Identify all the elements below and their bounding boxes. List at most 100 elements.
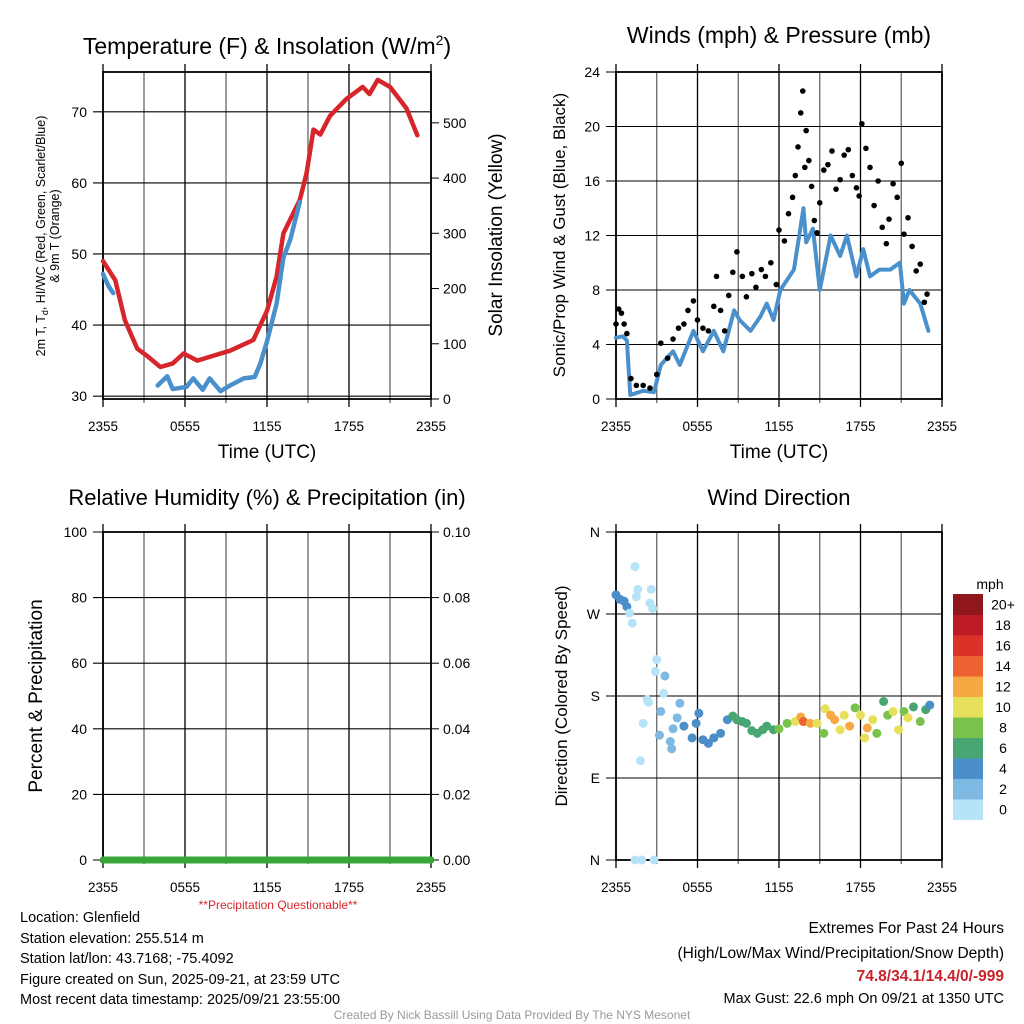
direction-point: [774, 724, 784, 734]
extremes-values: 74.8/34.1/14.4/0/-999: [857, 968, 1005, 985]
colorbar-label: 16: [995, 637, 1011, 653]
temp-xlabel: Time (UTC): [218, 442, 317, 463]
right-tick-label: 200: [443, 281, 467, 297]
colorbar-label: 4: [999, 760, 1007, 776]
gust-point: [797, 110, 804, 116]
temp-ylabel-line2: & 9m T (Orange): [48, 189, 62, 282]
gust-point: [776, 227, 782, 233]
gust-point: [743, 294, 750, 300]
right-tick-label: 0.02: [443, 786, 470, 802]
gust-point: [615, 306, 622, 312]
gust-point: [717, 307, 724, 314]
x-tick-label: 2355: [88, 419, 118, 434]
gust-point: [653, 371, 660, 378]
y-tick-label: 50: [71, 246, 87, 262]
wind-speed-line: [614, 206, 931, 397]
direction-point: [805, 718, 815, 728]
direction-point: [659, 688, 669, 698]
x-tick-label: 1155: [252, 880, 281, 895]
colorbar-swatch: [953, 655, 983, 677]
direction-point: [879, 696, 889, 706]
y-tick-label: 4: [592, 337, 600, 353]
x-tick-label: 2355: [601, 880, 631, 895]
gust-point: [879, 224, 886, 231]
gust-point: [917, 261, 924, 267]
temp-panel-title: Temperature (F) & Insolation (W/m2): [83, 32, 451, 59]
direction-point: [888, 706, 898, 716]
x-tick-label: 1155: [252, 419, 281, 434]
y-tick-label: 30: [71, 388, 87, 404]
y-tick-label: S: [591, 688, 600, 704]
gust-point: [829, 148, 835, 154]
direction-point: [638, 718, 648, 728]
direction-point: [654, 730, 664, 740]
gust-point: [675, 325, 682, 331]
direction-point: [830, 715, 840, 725]
gust-point: [883, 240, 890, 247]
direction-point: [667, 744, 677, 754]
colorbar-label: 8: [999, 719, 1007, 735]
gust-point: [833, 186, 839, 192]
direction-point: [635, 756, 645, 766]
gust-point: [856, 193, 862, 199]
gust-point: [621, 321, 627, 327]
gust-point: [694, 317, 701, 323]
precip-questionable-note: **Precipitation Questionable**: [199, 898, 358, 912]
y-tick-label: 20: [584, 119, 600, 135]
y-tick-label: 0: [592, 391, 600, 407]
gust-point: [853, 185, 860, 191]
x-tick-label: 2355: [927, 880, 957, 895]
direction-point: [633, 584, 643, 594]
y-tick-label: W: [587, 606, 601, 622]
rh-ylabel: Percent & Precipitation: [26, 599, 47, 792]
gust-point: [803, 127, 809, 134]
gust-point: [640, 382, 646, 389]
gust-point: [816, 200, 823, 206]
wind-ylabel: Sonic/Prop Wind & Gust (Blue, Black): [550, 93, 569, 377]
y-tick-label: 12: [584, 228, 600, 244]
colorbar-swatch: [953, 778, 983, 800]
direction-point: [630, 855, 640, 865]
x-tick-label: 2355: [927, 419, 957, 434]
colorbar-swatch: [953, 737, 983, 759]
x-tick-label: 0555: [682, 880, 712, 895]
gust-point: [921, 299, 928, 306]
gust-point: [781, 238, 788, 244]
y-tick-label: 8: [592, 282, 600, 298]
colorbar-label: 18: [995, 617, 1011, 633]
direction-point: [860, 733, 870, 743]
y-tick-label: E: [591, 770, 600, 786]
gust-point: [811, 217, 818, 224]
direction-point: [812, 718, 822, 728]
x-tick-label: 2355: [88, 880, 118, 895]
gust-point: [721, 328, 728, 334]
gust-point: [624, 330, 630, 337]
gust-point: [849, 172, 856, 179]
direction-point: [716, 728, 726, 738]
direction-point: [660, 671, 670, 681]
gust-point: [768, 259, 774, 266]
gust-point: [700, 325, 706, 331]
gust-point: [886, 216, 892, 222]
rh-panel-title: Relative Humidity (%) & Precipitation (i…: [68, 485, 465, 510]
y-tick-label: 100: [64, 524, 88, 540]
gust-point: [905, 214, 911, 221]
gust-point: [749, 270, 755, 277]
x-tick-label: 1755: [334, 880, 364, 895]
y-tick-label: 20: [71, 786, 87, 802]
colorbar-label: 20+: [991, 596, 1015, 612]
wind-panel-title: Winds (mph) & Pressure (mb): [627, 22, 931, 48]
direction-point: [925, 700, 935, 710]
direction-point: [835, 725, 845, 735]
temp-title-superscript: 2: [436, 32, 444, 48]
gust-point: [670, 336, 676, 342]
direction-point: [665, 737, 675, 747]
direction-point: [650, 666, 660, 676]
gust-point: [725, 292, 732, 299]
right-tick-label: 500: [443, 115, 467, 131]
y-tick-label: 60: [71, 655, 87, 671]
direction-point: [862, 723, 872, 733]
direction-point: [839, 710, 849, 720]
direction-point: [644, 697, 654, 707]
